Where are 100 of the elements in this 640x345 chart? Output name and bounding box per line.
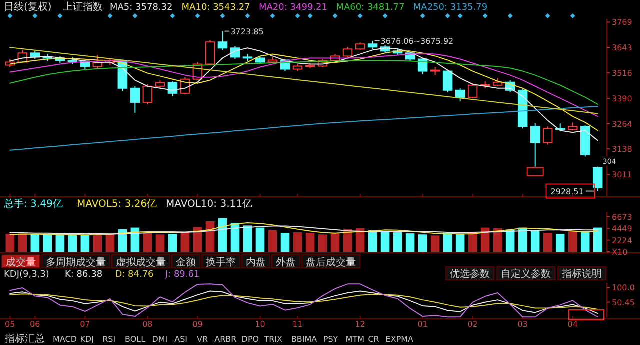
annotation: 3723.85 (230, 27, 264, 36)
text: 金额 (176, 256, 196, 268)
bar (143, 233, 152, 252)
y-tick-label: 50.45 (612, 298, 635, 308)
bar (580, 231, 590, 252)
text: MACD (53, 335, 77, 344)
annotation: 3676.06~3675.92 (380, 36, 454, 46)
bar (393, 232, 402, 252)
bar (30, 234, 40, 252)
x-tick-label: 08 (142, 320, 153, 329)
text: 内盘 (246, 256, 266, 268)
x-tick-label: 06 (30, 320, 40, 329)
bar (318, 234, 328, 252)
bar (506, 230, 515, 252)
y-tick-label: 3011 (612, 170, 632, 180)
candlestick (205, 40, 216, 66)
x-tick-label: 01 (418, 320, 428, 329)
text: RSI (102, 335, 116, 344)
bar (218, 218, 228, 252)
text: 外盘 (276, 256, 296, 268)
text: 指标说明 (561, 268, 602, 280)
candlestick (442, 70, 453, 93)
bar (456, 234, 465, 252)
bar (443, 233, 452, 252)
text: BBIMA (291, 335, 318, 344)
x-tick-label: 10 (255, 320, 266, 329)
chart-subtitle: 上证指数 (63, 1, 103, 13)
bar (430, 236, 440, 252)
text: 自定义参数 (501, 268, 551, 280)
text: 总手: 3.49亿 (3, 198, 63, 210)
text: D: 84.76 (115, 270, 154, 280)
y-tick-label: 4449 (612, 224, 632, 234)
series-label: MAVOL10: 3.11亿 (166, 199, 252, 210)
bar (256, 228, 265, 252)
x-tick-label: 07 (80, 320, 90, 329)
text: DPO (242, 335, 260, 344)
bar (268, 230, 278, 252)
x-tick-label: 02 (468, 320, 478, 329)
candlestick (468, 82, 478, 99)
y-tick-label: 3138 (612, 145, 632, 154)
bar (306, 233, 315, 252)
bar (280, 233, 290, 252)
chart-title: 日线(复权) (4, 1, 52, 13)
candlestick (342, 46, 353, 58)
text: ASI (174, 335, 188, 344)
bar (206, 221, 215, 252)
x-tick-label: 09 (192, 320, 203, 329)
candlestick (592, 166, 603, 192)
x-tick-label: 03 (518, 320, 528, 329)
text: PSY (323, 335, 338, 344)
bar (406, 234, 415, 252)
bar (356, 228, 365, 252)
y-tick-label: X10 (612, 248, 628, 257)
line-series (10, 222, 598, 236)
y-tick-label: 2224 (612, 236, 632, 246)
y-tick-label: 6673 (612, 212, 632, 222)
text: ARBR (214, 335, 238, 344)
text: DMI (152, 335, 168, 344)
x-tick-label: 12 (355, 320, 366, 329)
bar (243, 226, 252, 252)
text: BOLL (125, 335, 146, 344)
text: MA250: 3135.79 (413, 3, 488, 13)
bar (418, 234, 428, 252)
candlestick (455, 88, 466, 102)
y-tick-label: 3769 (612, 18, 632, 28)
text: VR (197, 335, 208, 344)
text: K: 86.38 (65, 270, 103, 280)
text: MA10: 3543.27 (182, 3, 250, 13)
text: CR (368, 335, 380, 344)
bar (593, 228, 602, 252)
bar (68, 234, 78, 252)
line-series (10, 226, 598, 235)
bar (480, 228, 490, 252)
y-tick-label: 3516 (612, 69, 632, 78)
bar (106, 234, 115, 252)
text: 优选参数 (450, 268, 490, 280)
text: 指标汇总 (4, 333, 45, 345)
text: KDJ (80, 335, 94, 344)
bar (156, 234, 165, 252)
text: 盘后成交量 (306, 256, 356, 268)
bar (43, 234, 52, 252)
candlestick (142, 84, 153, 105)
text: MA20: 3499.21 (259, 3, 328, 13)
bar (6, 234, 15, 252)
chart-title: KDJ(9,3,3) (4, 270, 50, 280)
bar (468, 232, 478, 252)
bar (80, 235, 90, 252)
text: 虚拟成交量 (116, 256, 166, 268)
text: TRIX (263, 335, 284, 344)
bar (543, 233, 552, 252)
y-tick-label: 3390 (612, 94, 632, 104)
x-tick-label: 04 (568, 320, 578, 329)
bar (56, 235, 65, 252)
y-tick-label: 3264 (612, 120, 632, 129)
bar (168, 234, 178, 252)
bar (180, 232, 190, 252)
y-tick-label: 3643 (612, 44, 632, 53)
bar (230, 223, 240, 252)
bar (293, 232, 302, 252)
y-tick-label: 100.0 (612, 284, 635, 293)
